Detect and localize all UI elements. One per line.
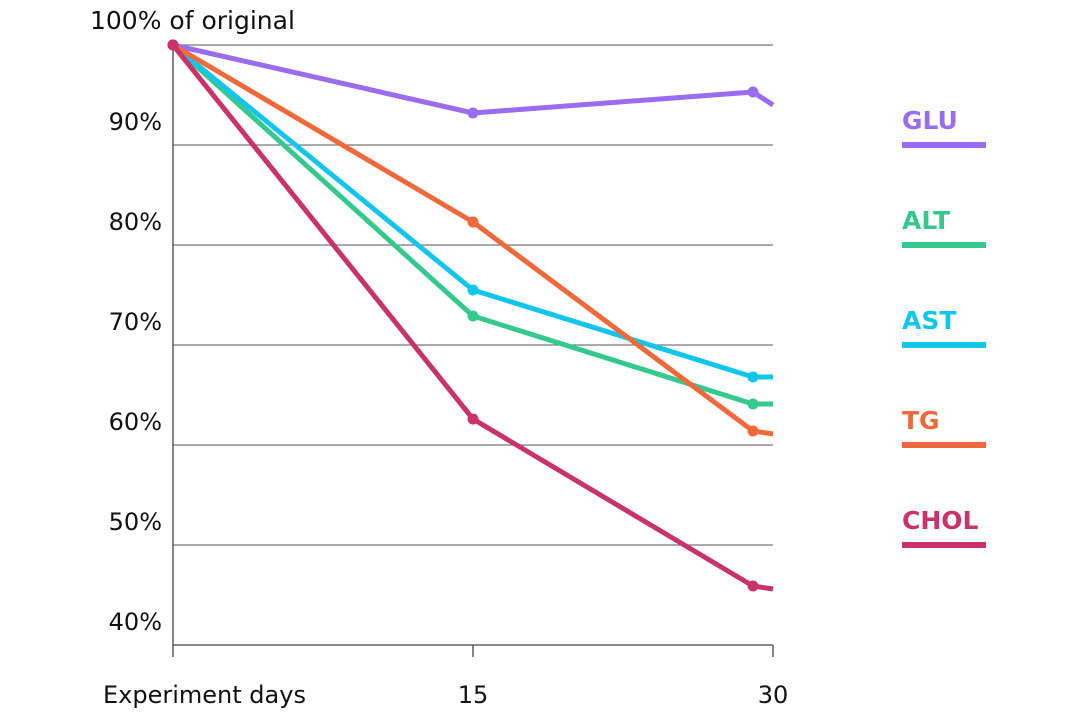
legend-label-tg: TG bbox=[902, 406, 940, 435]
series-line-tg bbox=[171, 42, 774, 437]
data-point bbox=[467, 284, 479, 296]
y-tick-label: 60% bbox=[109, 408, 162, 436]
series-line-alt bbox=[171, 43, 773, 407]
legend-label-alt: ALT bbox=[902, 206, 950, 235]
x-axis-label: Experiment days bbox=[103, 681, 306, 709]
axes bbox=[172, 45, 774, 657]
data-point bbox=[747, 398, 759, 410]
series-glu bbox=[167, 39, 775, 119]
legend-label-chol: CHOL bbox=[902, 506, 979, 535]
series-line-glu bbox=[172, 42, 775, 116]
legend-label-glu: GLU bbox=[902, 106, 958, 135]
data-point bbox=[467, 107, 479, 119]
series-line-ast bbox=[171, 43, 773, 380]
y-tick-labels: 90% 80% 70% 60% 50% 40% bbox=[109, 108, 162, 636]
data-point bbox=[467, 216, 479, 228]
data-point bbox=[747, 425, 759, 437]
x-tick-labels: 15 30 bbox=[458, 681, 789, 709]
y-axis-label: 100% of original bbox=[90, 6, 295, 35]
data-point bbox=[467, 413, 479, 425]
series-line-chol bbox=[171, 43, 774, 592]
y-tick-label: 80% bbox=[109, 208, 162, 236]
data-point bbox=[747, 371, 759, 383]
series-lines bbox=[167, 39, 775, 592]
y-tick-label: 40% bbox=[109, 608, 162, 636]
grid-lines bbox=[173, 44, 773, 546]
legend: GLU ALT AST TG CHOL bbox=[902, 106, 986, 548]
data-point bbox=[167, 39, 179, 51]
series-chol bbox=[167, 39, 774, 592]
data-point bbox=[747, 86, 759, 98]
x-tick-label: 15 bbox=[458, 681, 489, 709]
y-tick-label: 50% bbox=[109, 508, 162, 536]
data-point bbox=[747, 580, 759, 592]
legend-label-ast: AST bbox=[902, 306, 956, 335]
data-point bbox=[467, 310, 479, 322]
y-tick-label: 70% bbox=[109, 308, 162, 336]
y-tick-label: 90% bbox=[109, 108, 162, 136]
x-tick-label: 30 bbox=[758, 681, 789, 709]
series-ast bbox=[167, 39, 773, 383]
